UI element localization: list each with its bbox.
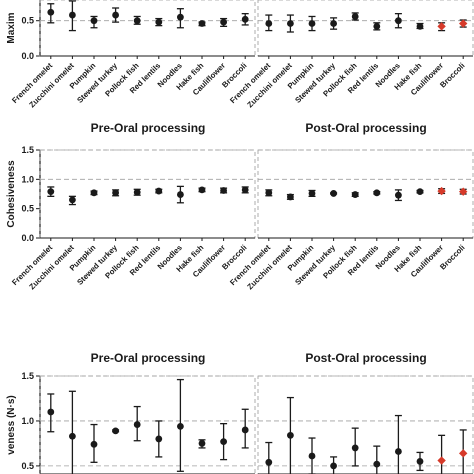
data-point <box>90 17 98 25</box>
data-point <box>459 187 468 196</box>
data-point <box>155 18 163 26</box>
data-point <box>69 11 76 19</box>
y-tick-label: 0.0 <box>21 51 34 61</box>
data-point <box>112 11 119 19</box>
data-point <box>177 13 184 21</box>
data-point <box>198 440 206 447</box>
y-tick-label: 0.5 <box>21 461 34 471</box>
data-point <box>330 20 337 27</box>
data-point <box>241 426 249 434</box>
data-point <box>198 20 206 27</box>
data-point <box>437 456 446 465</box>
data-point <box>112 189 119 197</box>
data-point <box>308 190 316 197</box>
data-point <box>437 186 446 196</box>
y-axis-label: Cohesiveness <box>6 160 17 228</box>
data-point <box>416 458 424 465</box>
data-point <box>220 187 228 194</box>
data-point <box>265 458 273 466</box>
data-point <box>416 188 424 196</box>
data-point <box>351 444 359 452</box>
data-point <box>395 191 402 199</box>
data-point <box>241 186 249 194</box>
y-tick-label: 0.5 <box>21 16 34 26</box>
y-tick-label: 1.5 <box>21 371 34 381</box>
data-point <box>47 408 55 416</box>
data-point <box>69 432 76 440</box>
data-point <box>112 427 119 435</box>
data-point <box>133 17 141 25</box>
data-point <box>308 20 316 27</box>
data-point <box>373 460 381 468</box>
data-point <box>220 438 228 446</box>
y-axis-label: Maxim <box>6 12 17 43</box>
data-point <box>459 449 468 458</box>
data-point <box>459 19 468 28</box>
data-point <box>351 191 359 198</box>
data-point <box>373 189 381 197</box>
data-point <box>47 188 55 196</box>
data-point <box>155 435 163 443</box>
data-point <box>308 452 316 460</box>
data-point <box>133 188 141 196</box>
data-point <box>90 440 98 448</box>
data-point <box>416 22 424 30</box>
data-point <box>265 189 273 197</box>
y-tick-label: 0.5 <box>21 204 34 214</box>
data-point <box>351 13 359 20</box>
data-point <box>287 20 294 27</box>
data-point <box>177 191 184 198</box>
data-point <box>47 8 55 16</box>
data-point <box>241 15 249 23</box>
panel-caption: Pre-Oral processing <box>91 121 206 135</box>
y-tick-label: 1.5 <box>21 145 34 155</box>
data-point <box>198 186 206 194</box>
data-point <box>133 421 141 428</box>
y-axis-label: veness (N·s) <box>6 395 17 454</box>
panel-post <box>257 375 474 474</box>
data-point <box>395 448 402 455</box>
data-point <box>265 20 273 27</box>
data-point <box>330 190 337 197</box>
panel-pre <box>39 375 256 474</box>
data-point <box>177 422 184 430</box>
y-tick-label: 1.0 <box>21 174 34 184</box>
panel-caption: Post-Oral processing <box>305 351 426 365</box>
data-point <box>287 431 294 439</box>
data-point <box>69 196 76 204</box>
data-point <box>287 193 294 201</box>
data-point <box>90 189 98 197</box>
data-point <box>373 22 381 30</box>
y-tick-label: 1.0 <box>21 416 34 426</box>
data-point <box>395 17 402 25</box>
data-point <box>330 462 337 470</box>
y-tick-label: 0.0 <box>21 233 34 243</box>
panel-frame <box>39 149 256 239</box>
panel-caption: Post-Oral processing <box>305 121 426 135</box>
panel-caption: Pre-Oral processing <box>91 351 206 365</box>
data-point <box>220 18 228 26</box>
data-point <box>437 22 446 31</box>
data-point <box>155 187 163 195</box>
